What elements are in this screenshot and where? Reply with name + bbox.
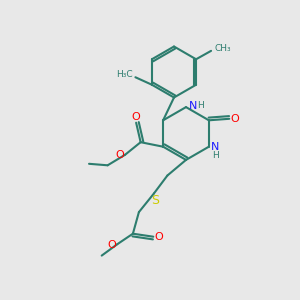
Text: CH₃: CH₃ — [214, 44, 231, 53]
Text: O: O — [230, 114, 239, 124]
Text: H: H — [212, 151, 219, 160]
Text: H: H — [197, 101, 204, 110]
Text: O: O — [154, 232, 163, 242]
Text: O: O — [107, 240, 116, 250]
Text: N: N — [188, 100, 197, 111]
Text: O: O — [115, 150, 124, 161]
Text: O: O — [132, 112, 140, 122]
Text: S: S — [152, 194, 159, 207]
Text: H₃C: H₃C — [116, 70, 132, 79]
Text: N: N — [211, 142, 220, 152]
